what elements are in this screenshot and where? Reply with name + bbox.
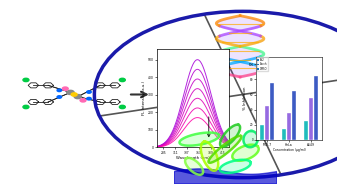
Bar — [309, 98, 313, 140]
Polygon shape — [220, 125, 240, 147]
Circle shape — [62, 87, 68, 90]
Y-axis label: % Inhibition: % Inhibition — [243, 87, 247, 110]
Circle shape — [67, 90, 74, 94]
Polygon shape — [232, 145, 259, 161]
Bar — [287, 113, 291, 140]
Polygon shape — [209, 136, 241, 163]
Circle shape — [23, 105, 29, 109]
Polygon shape — [243, 131, 258, 147]
Polygon shape — [201, 142, 218, 171]
Circle shape — [57, 96, 62, 98]
Circle shape — [71, 93, 77, 96]
Bar — [260, 125, 264, 140]
Circle shape — [80, 99, 86, 102]
Circle shape — [87, 97, 91, 100]
Circle shape — [119, 105, 125, 109]
Circle shape — [23, 78, 29, 82]
Bar — [265, 106, 269, 140]
Circle shape — [74, 94, 82, 99]
Polygon shape — [220, 160, 251, 173]
Bar — [270, 83, 274, 140]
X-axis label: Concentration (μg/ml): Concentration (μg/ml) — [273, 148, 305, 152]
Polygon shape — [180, 132, 219, 146]
Legend: Pd2, Sacch, DMSO: Pd2, Sacch, DMSO — [256, 57, 268, 71]
Circle shape — [57, 89, 62, 92]
Circle shape — [87, 91, 91, 93]
Bar — [282, 129, 286, 140]
Circle shape — [119, 78, 125, 82]
Y-axis label: FL Intensity (a.u.): FL Intensity (a.u.) — [142, 81, 146, 115]
Polygon shape — [185, 158, 203, 175]
Bar — [314, 76, 318, 140]
Bar — [304, 121, 308, 140]
X-axis label: Wavelength (nm): Wavelength (nm) — [176, 156, 210, 160]
Bar — [292, 91, 296, 140]
